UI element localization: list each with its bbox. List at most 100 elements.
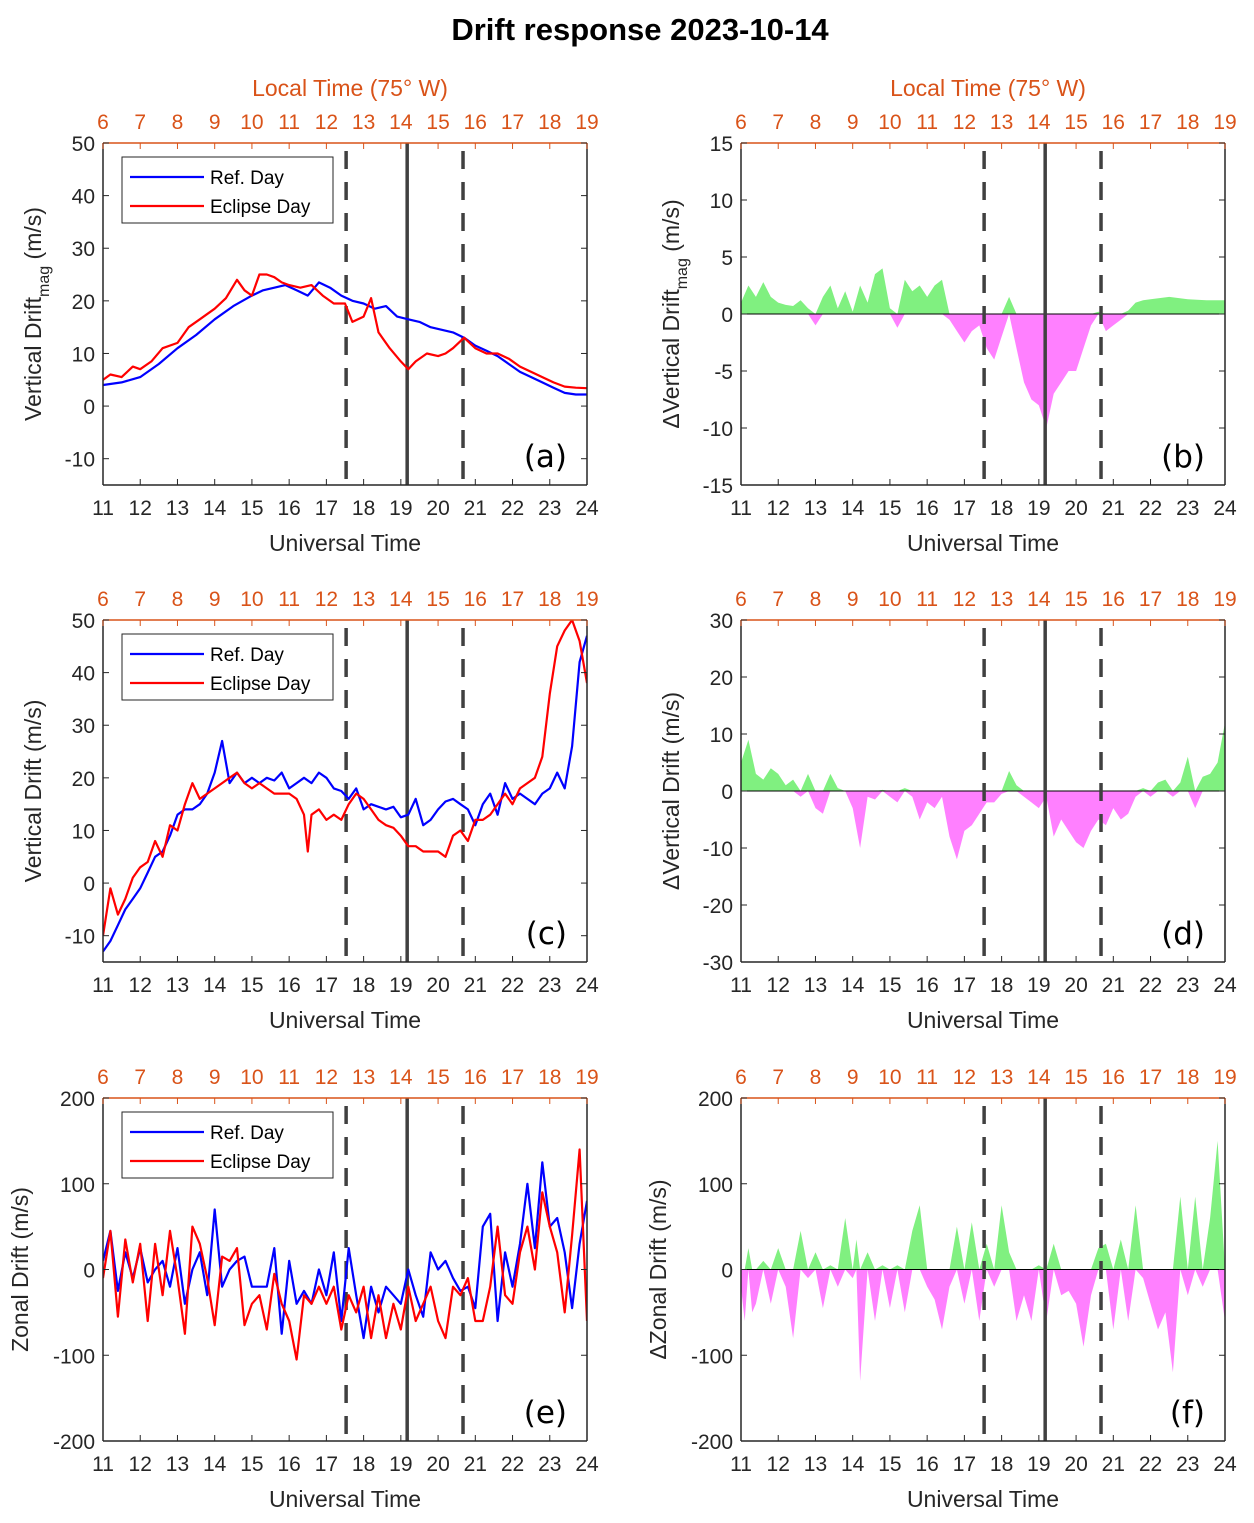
local-time-tick-label: 11 — [278, 1066, 300, 1089]
x-tick-label: 14 — [203, 1453, 227, 1476]
local-time-tick-label: 14 — [389, 588, 413, 611]
plot-area — [103, 143, 587, 485]
local-time-tick-label: 8 — [810, 1066, 822, 1089]
local-time-tick-label: 6 — [735, 1066, 747, 1089]
local-time-tick-label: 7 — [772, 588, 784, 611]
plot-area — [103, 620, 587, 962]
x-tick-label: 17 — [953, 974, 976, 997]
x-tick-label: 15 — [878, 497, 901, 520]
y-axis-label: ΔZonal Drift (m/s) — [645, 1179, 671, 1359]
y-tick-label: -5 — [714, 361, 733, 384]
x-tick-label: 19 — [389, 974, 412, 997]
x-tick-label: 23 — [1176, 1453, 1199, 1476]
local-time-tick-label: 17 — [1139, 588, 1162, 611]
plot-area — [103, 1098, 587, 1441]
x-axis-label: Universal Time — [269, 530, 421, 556]
x-tick-label: 19 — [1027, 497, 1050, 520]
x-tick-label: 11 — [730, 1453, 752, 1476]
legend-box — [121, 633, 334, 701]
local-time-tick-label: 16 — [464, 111, 487, 134]
local-time-tick-label: 15 — [1064, 111, 1087, 134]
y-tick-label: 30 — [72, 715, 95, 738]
x-tick-label: 22 — [501, 1453, 524, 1476]
x-tick-label: 14 — [841, 974, 865, 997]
local-time-tick-label: 14 — [1027, 1066, 1051, 1089]
y-axis-label: Vertical Drift (m/s) — [20, 700, 46, 883]
local-time-tick-label: 11 — [916, 588, 938, 611]
x-tick-label: 24 — [575, 1453, 599, 1476]
eclipse-day-line — [103, 1148, 587, 1361]
panel-label: (d) — [1161, 916, 1205, 952]
x-tick-label: 12 — [767, 974, 790, 997]
local-time-tick-label: 15 — [426, 588, 449, 611]
local-time-tick-label: 12 — [315, 111, 338, 134]
local-time-tick-label: 17 — [1139, 1066, 1162, 1089]
y-tick-label: 50 — [72, 133, 95, 156]
x-tick-label: 15 — [878, 974, 901, 997]
x-tick-label: 12 — [767, 497, 790, 520]
y-tick-label: 10 — [72, 343, 95, 366]
x-tick-label: 15 — [240, 974, 263, 997]
negative-area — [741, 314, 1225, 428]
y-tick-label: -200 — [691, 1431, 733, 1454]
x-axis-label: Universal Time — [269, 1007, 421, 1033]
y-tick-label: -30 — [703, 952, 733, 975]
local-time-tick-label: 17 — [501, 111, 524, 134]
local-time-tick-label: 8 — [172, 1066, 184, 1089]
local-time-tick-label: 17 — [1139, 111, 1162, 134]
local-time-tick-label: 18 — [538, 1066, 561, 1089]
y-label-subscript: mag — [674, 258, 691, 289]
y-tick-label: 40 — [72, 663, 95, 686]
local-time-tick-label: 7 — [772, 111, 784, 134]
x-tick-label: 19 — [1027, 974, 1050, 997]
y-tick-label: 200 — [60, 1088, 95, 1111]
y-label-unit: (m/s) — [20, 207, 46, 266]
y-axis-label: Vertical Driftmag (m/s) — [20, 207, 53, 421]
x-tick-label: 17 — [953, 1453, 976, 1476]
x-tick-label: 21 — [1102, 974, 1125, 997]
x-tick-label: 20 — [426, 497, 449, 520]
x-tick-label: 16 — [915, 974, 938, 997]
y-tick-label: 0 — [83, 396, 95, 419]
local-time-tick-label: 13 — [352, 111, 375, 134]
local-time-tick-label: 14 — [1027, 588, 1051, 611]
x-tick-label: 23 — [1176, 974, 1199, 997]
x-tick-label: 13 — [166, 497, 189, 520]
x-tick-label: 15 — [240, 1453, 263, 1476]
x-tick-label: 22 — [1139, 1453, 1162, 1476]
local-time-tick-label: 10 — [878, 111, 901, 134]
x-tick-label: 20 — [426, 974, 449, 997]
x-tick-label: 23 — [1176, 497, 1199, 520]
panel-a: 11 12 13 14 15 16 17 18 19 20 21 22 23 24 6 7 8 9 10 11 12 13… — [20, 75, 599, 556]
legend-eclipse-label: Eclipse Day — [210, 1152, 311, 1173]
x-tick-label: 24 — [1213, 497, 1237, 520]
local-time-axis-label: Local Time (75° W) — [252, 75, 448, 101]
local-time-tick-label: 13 — [990, 588, 1013, 611]
local-time-tick-label: 6 — [735, 588, 747, 611]
x-tick-label: 16 — [915, 497, 938, 520]
local-time-tick-label: 10 — [240, 111, 263, 134]
local-time-tick-label: 11 — [278, 111, 300, 134]
x-tick-label: 13 — [804, 974, 827, 997]
local-time-tick-label: 15 — [1064, 1066, 1087, 1089]
y-label-main: ΔVertical Drift — [658, 289, 684, 429]
positive-area — [741, 268, 1225, 314]
x-tick-label: 23 — [538, 497, 561, 520]
local-time-tick-label: 16 — [1102, 1066, 1125, 1089]
x-tick-label: 18 — [352, 1453, 375, 1476]
x-tick-label: 22 — [501, 974, 524, 997]
local-time-tick-label: 12 — [953, 1066, 976, 1089]
y-tick-label: 0 — [83, 873, 95, 896]
legend-ref-label: Ref. Day — [210, 168, 284, 189]
x-tick-label: 11 — [92, 497, 114, 520]
x-tick-label: 16 — [277, 497, 300, 520]
local-time-tick-label: 13 — [990, 111, 1013, 134]
x-tick-label: 19 — [1027, 1453, 1050, 1476]
local-time-tick-label: 14 — [1027, 111, 1051, 134]
x-tick-label: 13 — [804, 497, 827, 520]
local-time-tick-label: 10 — [878, 588, 901, 611]
x-tick-label: 22 — [1139, 974, 1162, 997]
local-time-tick-label: 13 — [990, 1066, 1013, 1089]
local-time-tick-label: 19 — [1213, 111, 1236, 134]
x-tick-label: 11 — [92, 974, 114, 997]
